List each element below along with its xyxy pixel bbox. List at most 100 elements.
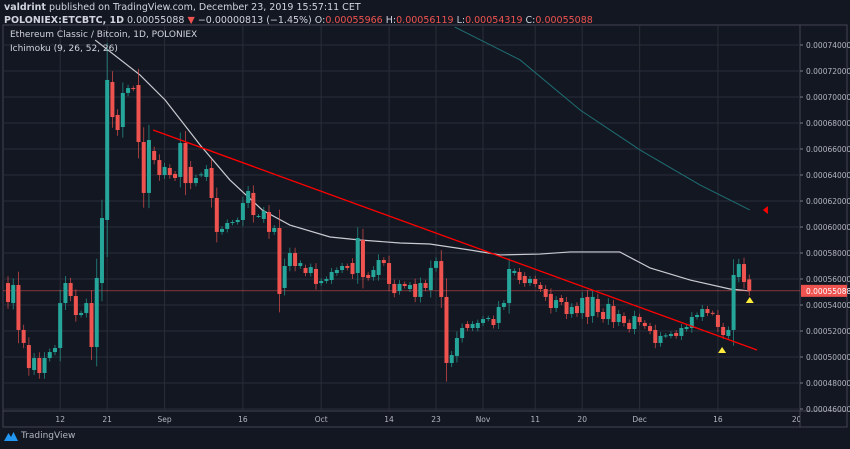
candle [705, 306, 710, 317]
candle-body [152, 150, 157, 161]
candle-body [439, 261, 444, 297]
trendline [152, 129, 758, 351]
candle-body [360, 240, 365, 278]
candle-body [126, 88, 131, 93]
yellow-triangle-marker-icon [745, 297, 754, 304]
candle-body [293, 253, 298, 266]
candle [37, 352, 42, 379]
candle-body [94, 277, 99, 347]
candle [632, 310, 637, 335]
candle-body [726, 329, 731, 336]
candle [512, 268, 517, 276]
candle [371, 266, 376, 281]
candle-body [136, 85, 141, 142]
candle-body [658, 335, 663, 343]
symbol-info-bar: POLONIEX:ETCBTC, 1D 0.00055088 ▼ −0.0000… [4, 15, 593, 26]
candle-body [543, 289, 548, 297]
candle-body [397, 283, 402, 291]
tradingview-logo[interactable]: TradingView [4, 431, 75, 441]
candle [668, 331, 673, 339]
candle [590, 290, 595, 323]
current-price-label-bg [801, 284, 847, 297]
candle [329, 267, 334, 285]
candle-body [679, 328, 684, 336]
high-value: 0.00056119 [396, 15, 454, 26]
candle-body [413, 283, 418, 297]
candle-body [89, 303, 94, 347]
candle-body [329, 271, 334, 281]
candle [79, 310, 84, 318]
candle [220, 226, 225, 235]
candle-body [522, 276, 527, 284]
price-tick-label: 0.00074000 [806, 41, 850, 50]
candle-body [434, 261, 439, 268]
symbol-name: POLONIEX:ETCBTC, 1D [4, 15, 124, 26]
down-arrow-icon: ▼ [187, 15, 195, 26]
candle [261, 207, 266, 223]
candle [324, 276, 329, 284]
candle-body [548, 293, 553, 308]
candle-body [52, 348, 57, 353]
candle-body [731, 274, 736, 330]
candle-body [517, 271, 522, 281]
candle-body [63, 283, 68, 304]
author-name[interactable]: valdrint [4, 2, 46, 13]
close-label: C: [525, 15, 536, 26]
price-tick-label: 0.00072000 [806, 67, 850, 76]
candle-body [334, 270, 339, 274]
candle-body [742, 264, 747, 282]
candle [486, 315, 491, 322]
candle [199, 172, 204, 178]
candle [710, 310, 715, 316]
candle [496, 300, 501, 329]
candle [235, 217, 240, 225]
candle [173, 170, 178, 181]
candle-body [204, 169, 209, 177]
candle-body [366, 274, 371, 278]
candle [277, 209, 282, 313]
candle [449, 351, 454, 367]
candle-body [319, 280, 324, 284]
candle [616, 309, 621, 327]
indicator-legend[interactable]: Ichimoku (9, 26, 52, 26) [10, 44, 118, 54]
candle-body [298, 263, 303, 266]
high-label: H: [385, 15, 397, 26]
series-legend[interactable]: Ethereum Classic / Bitcoin, 1D, POLONIEX [10, 30, 198, 40]
candle-body [115, 114, 120, 131]
candle-body [110, 82, 115, 118]
date-tick-label: 23 [431, 415, 441, 424]
candle [533, 275, 538, 288]
candle [648, 322, 653, 335]
candle [251, 185, 256, 223]
candle [413, 278, 418, 303]
candle [152, 146, 157, 165]
candle [402, 281, 407, 289]
candle [418, 277, 423, 303]
candle [606, 298, 611, 325]
candle [334, 267, 339, 276]
current-price-label: 0.00055088 [806, 287, 850, 296]
candle-body [611, 306, 616, 323]
candle [6, 276, 10, 309]
candle [470, 320, 475, 332]
candle [491, 315, 496, 329]
candle-body [554, 300, 559, 308]
candle [444, 278, 449, 382]
candle [99, 199, 104, 302]
candle-body [16, 284, 21, 330]
candle-body [131, 88, 136, 90]
date-tick-label: 20 [577, 415, 587, 424]
candle-body [700, 309, 705, 317]
candle [481, 316, 486, 326]
price-tick-label: 0.00060000 [806, 223, 850, 232]
candle [287, 247, 292, 272]
red-arrow-marker-icon [762, 205, 768, 214]
candle [695, 312, 700, 320]
candle [120, 82, 125, 138]
candle [52, 345, 57, 356]
candle [601, 308, 606, 323]
candle [538, 281, 543, 293]
candle-body [595, 299, 600, 313]
candle-body [173, 173, 178, 178]
